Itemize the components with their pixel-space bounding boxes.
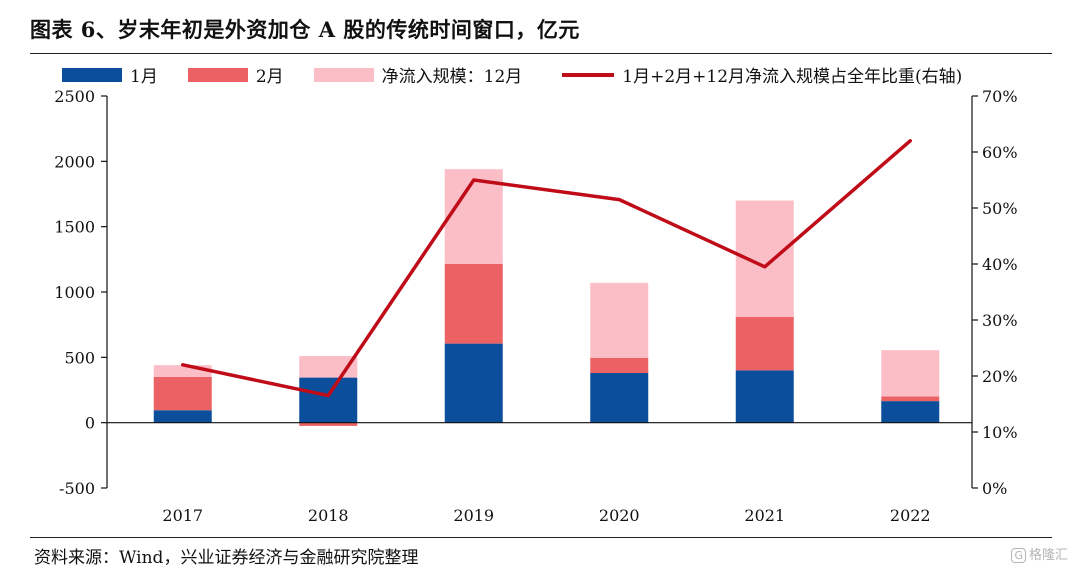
bar-segment-s0-2017 <box>153 410 212 423</box>
legend-item-share: 1月+2月+12月净流入规模占全年比重(右轴) <box>562 62 962 87</box>
bar-segment-s1-2018 <box>299 422 358 426</box>
legend-swatch-share <box>562 72 615 77</box>
legend-swatch-feb <box>187 67 248 82</box>
share-line-series-0 <box>181 139 912 398</box>
left-axis-tick-label: -500 <box>59 479 95 498</box>
right-axis-tick-label: 40% <box>982 255 1018 274</box>
top-rule <box>30 53 1052 54</box>
bottom-rule <box>30 537 1052 538</box>
x-axis-tick-label-2018: 2018 <box>308 506 349 525</box>
left-axis-tick-label: 2000 <box>54 152 95 171</box>
bar-segment-s0-2022 <box>881 401 940 423</box>
bar-segment-s1-2020 <box>590 357 649 374</box>
right-axis-tick-label: 50% <box>982 199 1018 218</box>
bar-segment-s1-2017 <box>153 376 212 411</box>
bar-segment-s0-2020 <box>590 373 649 423</box>
legend-swatch-dec <box>313 67 374 82</box>
right-axis-tick-label: 70% <box>982 87 1018 106</box>
bar-segment-s0-2019 <box>444 343 503 423</box>
legend-item-feb: 2月 <box>187 62 284 87</box>
figure-title: 图表 6、岁末年初是外资加仓 A 股的传统时间窗口，亿元 <box>30 17 580 42</box>
source-note: 资料来源：Wind，兴业证券经济与金融研究院整理 <box>34 548 419 568</box>
legend-label-share: 1月+2月+12月净流入规模占全年比重(右轴) <box>622 67 963 87</box>
x-axis-tick-label-2021: 2021 <box>744 506 785 525</box>
watermark-text: 格隆汇 <box>1028 548 1068 563</box>
bar-segment-s0-2021 <box>735 370 794 423</box>
legend-item-jan: 1月 <box>62 62 158 87</box>
legend-item-dec: 净流入规模：12月 <box>313 62 523 87</box>
bar-segment-s0-2018 <box>299 377 358 423</box>
x-axis-tick-label-2019: 2019 <box>453 506 494 525</box>
bar-segment-s2-2019 <box>444 169 503 264</box>
right-axis-tick-label: 60% <box>982 143 1018 162</box>
left-axis-tick-label: 2500 <box>54 87 95 106</box>
x-axis-tick-label-2020: 2020 <box>599 506 640 525</box>
x-axis-tick-label-2022: 2022 <box>890 506 931 525</box>
watermark: G 格隆汇 <box>1011 544 1068 563</box>
x-axis-tick-label-2017: 2017 <box>162 506 203 525</box>
watermark-logo-icon: G <box>1011 548 1026 563</box>
legend-swatch-jan <box>62 67 122 82</box>
bar-segment-s1-2019 <box>444 263 503 344</box>
legend-label-feb: 2月 <box>255 67 284 87</box>
bar-segment-s2-2017 <box>153 365 212 377</box>
bar-segment-s1-2021 <box>735 316 794 371</box>
left-axis-tick-label: 1000 <box>54 283 95 302</box>
right-axis-tick-label: 0% <box>982 479 1007 498</box>
legend-label-dec: 净流入规模：12月 <box>381 67 523 87</box>
bar-segment-s2-2020 <box>590 282 649 358</box>
left-axis-tick-label: 500 <box>64 348 95 367</box>
legend-label-jan: 1月 <box>130 67 158 87</box>
right-axis-tick-label: 30% <box>982 311 1018 330</box>
chart-legend: 1月 2月 净流入规模：12月 1月+2月+12月净流入规模占全年比重(右轴) <box>62 62 962 87</box>
bar-segment-s1-2022 <box>881 396 940 402</box>
right-axis-tick-label: 20% <box>982 367 1018 386</box>
right-axis-tick-label: 10% <box>982 423 1018 442</box>
left-axis-tick-label: 0 <box>85 414 95 433</box>
bar-segment-s2-2022 <box>881 350 940 397</box>
left-axis-tick-label: 1500 <box>54 218 95 237</box>
